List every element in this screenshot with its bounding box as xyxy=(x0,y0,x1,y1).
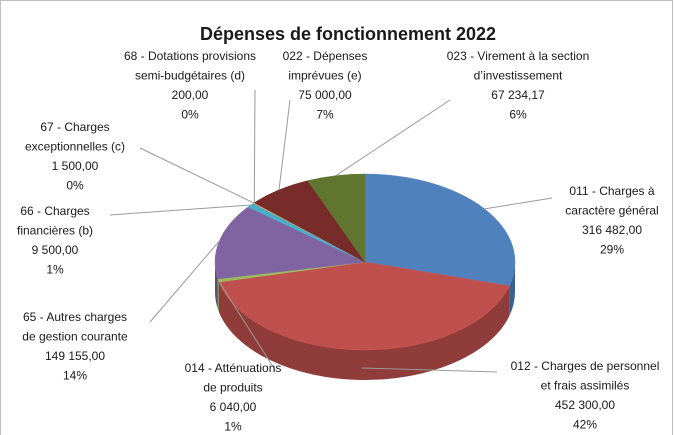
data-label-value: 9 500,00 xyxy=(32,243,79,257)
data-label-value: 7% xyxy=(316,108,334,122)
data-label-value: 75 000,00 xyxy=(298,88,352,102)
data-label-value: 67 234,17 xyxy=(491,88,545,102)
pie-slice xyxy=(218,261,510,351)
chart-title: Dépenses de fonctionnement 2022 xyxy=(200,24,496,44)
leader-line xyxy=(335,99,451,177)
data-label-name: de gestion courante xyxy=(22,330,128,344)
pie-slice xyxy=(214,206,366,280)
data-label-name: 011 - Charges à xyxy=(569,184,654,198)
data-label-value: 14% xyxy=(63,369,87,383)
data-label-name: caractère général xyxy=(565,204,658,218)
data-label-name: 023 - Virement à la section xyxy=(447,49,590,63)
leader-line xyxy=(278,99,291,190)
pie-side xyxy=(215,262,218,309)
data-label-name: 012 - Charges de personnel xyxy=(511,359,660,373)
data-label-value: 0% xyxy=(66,179,84,193)
data-label-value: 200,00 xyxy=(172,88,209,102)
data-label-name: 67 - Charges xyxy=(40,120,109,134)
data-label-value: 316 482,00 xyxy=(582,223,642,237)
data-label-value: 6 040,00 xyxy=(210,400,257,414)
pie-side xyxy=(217,278,219,312)
pie-side xyxy=(218,281,510,380)
data-label-name: et frais assimilés xyxy=(541,379,630,393)
leader-line xyxy=(109,204,251,216)
leader-line xyxy=(484,197,553,210)
leader-line xyxy=(139,147,255,204)
data-label-name: financières (b) xyxy=(17,224,93,238)
pie-tops xyxy=(214,173,516,351)
leader-line xyxy=(149,240,220,323)
data-label-name: exceptionnelles (c) xyxy=(25,140,125,154)
leader-line xyxy=(253,89,256,203)
data-label-name: imprévues (e) xyxy=(288,69,361,83)
data-label-value: 29% xyxy=(600,243,624,257)
data-label-value: 1% xyxy=(46,263,64,277)
pie-side xyxy=(509,262,515,316)
data-label-value: 42% xyxy=(573,418,597,432)
pie-slice xyxy=(364,173,516,287)
data-label-name: 68 - Dotations provisions xyxy=(124,49,256,63)
pie-sides xyxy=(215,262,515,380)
data-label-name: 66 - Charges xyxy=(20,204,89,218)
data-label-value: 1% xyxy=(224,420,242,434)
data-label-value: 452 300,00 xyxy=(555,398,615,412)
leader-line xyxy=(361,367,498,373)
data-label-value: 1 500,00 xyxy=(52,159,99,173)
data-label-value: 6% xyxy=(509,108,527,122)
data-label-name: 022 - Dépenses xyxy=(283,49,368,63)
data-label-name: de produits xyxy=(203,381,262,395)
data-label-value: 0% xyxy=(181,108,199,122)
data-label-name: d’investissement xyxy=(474,69,563,83)
data-label-value: 149 155,00 xyxy=(45,349,105,363)
data-label-name: semi-budgétaires (d) xyxy=(135,69,245,83)
data-label-name: 65 - Autres charges xyxy=(23,310,127,324)
leader-line xyxy=(217,280,276,371)
data-label-name: 014 - Atténuations xyxy=(185,361,282,375)
